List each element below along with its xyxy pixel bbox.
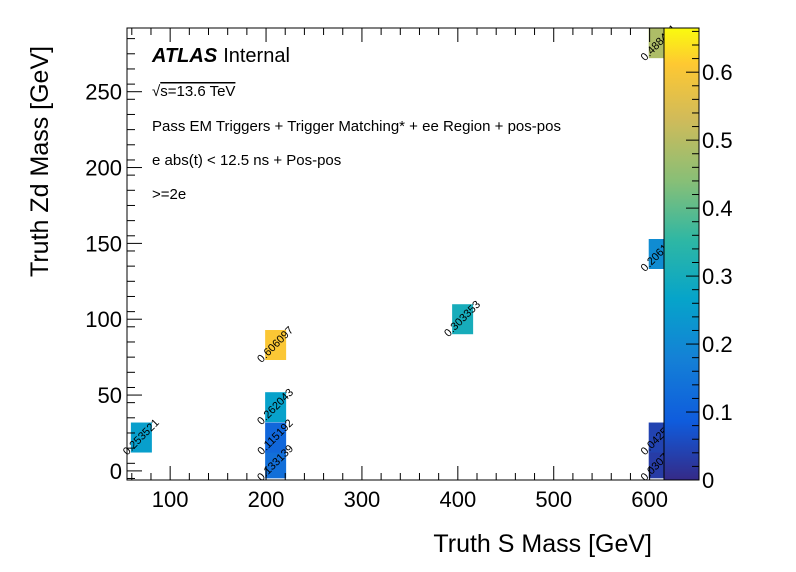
x-tick-label: 600 <box>631 487 668 512</box>
colorbar-ticks: 0 0.1 0.2 0.3 0.4 0.5 0.6 <box>686 30 733 493</box>
heatmap-cell <box>265 422 287 453</box>
colorbar-tick-label: 0.4 <box>702 196 733 221</box>
heatmap-cell <box>265 448 287 479</box>
heatmap-cell <box>265 330 287 361</box>
heatmap-cell <box>648 28 664 59</box>
heatmap-cells <box>130 28 664 479</box>
x-tick-label: 300 <box>344 487 381 512</box>
heatmap-cell <box>648 239 664 269</box>
colorbar-tick-label: 0.3 <box>702 264 733 289</box>
colorbar-tick-label: 0.1 <box>702 400 733 425</box>
y-tick-label: 250 <box>85 80 122 105</box>
energy-label: √s=13.6 TeV <box>152 83 235 100</box>
y-tick-label: 100 <box>85 307 122 332</box>
colorbar-tick-label: 0.6 <box>702 60 733 85</box>
heatmap-cell <box>648 422 664 453</box>
heatmap-cell <box>265 392 287 423</box>
heatmap-cell <box>648 448 664 479</box>
y-axis-ticks: 0 50 100 150 200 250 <box>85 38 142 484</box>
colorbar <box>664 28 699 480</box>
atlas-logo: ATLAS Internal <box>151 45 290 67</box>
x-tick-label: 400 <box>439 487 476 512</box>
x-tick-label: 200 <box>248 487 285 512</box>
x-axis-ticks: 100 200 300 400 500 600 <box>131 28 668 512</box>
y-tick-label: 0 <box>110 459 122 484</box>
selection-line-2: e abs(t) < 12.5 ns + Pos-pos <box>152 152 341 169</box>
y-axis-title: Truth Zd Mass [GeV] <box>26 46 54 277</box>
heatmap-cell <box>130 422 152 453</box>
x-tick-label: 500 <box>535 487 572 512</box>
x-axis-title: Truth S Mass [GeV] <box>433 530 652 558</box>
y-tick-label: 150 <box>85 231 122 256</box>
selection-line-3: >=2e <box>152 186 186 203</box>
y-tick-label: 200 <box>85 156 122 181</box>
selection-line-1: Pass EM Triggers + Trigger Matching* + e… <box>152 118 561 135</box>
colorbar-frame <box>663 27 700 481</box>
x-tick-label: 100 <box>152 487 189 512</box>
heatmap-cell <box>452 304 474 335</box>
colorbar-tick-label: 0.2 <box>702 332 733 357</box>
colorbar-tick-label: 0 <box>702 468 714 493</box>
y-tick-label: 50 <box>98 383 122 408</box>
colorbar-tick-label: 0.5 <box>702 128 733 153</box>
